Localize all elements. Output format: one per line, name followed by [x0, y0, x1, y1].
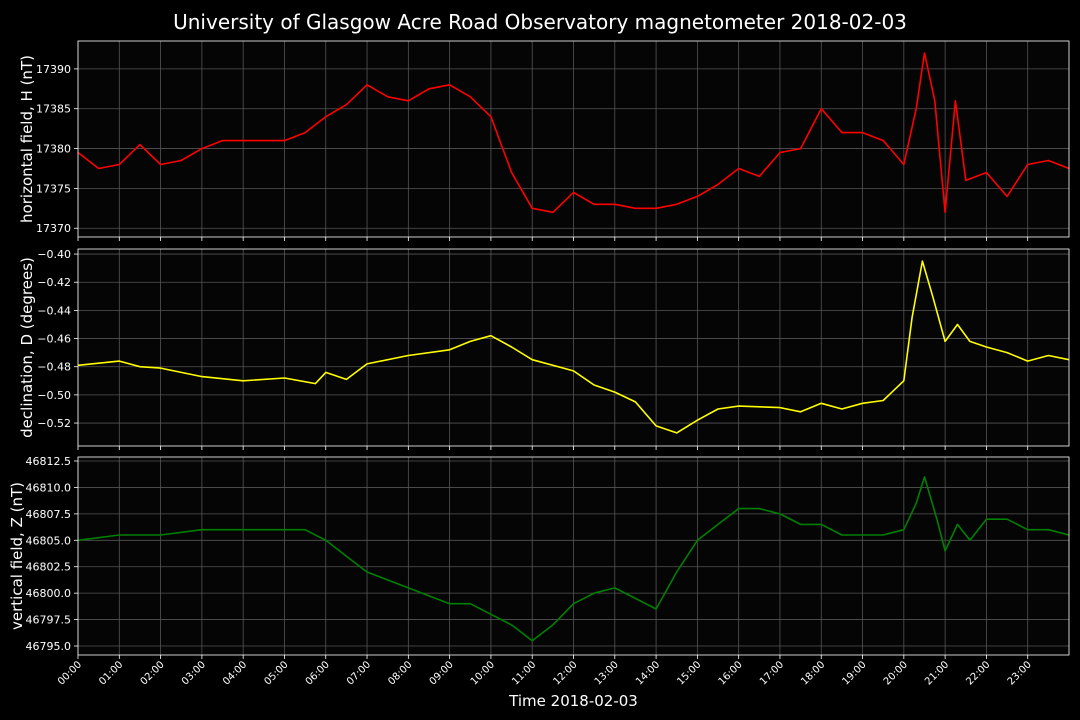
y-axis-label: horizontal field, H (nT) — [18, 55, 36, 223]
y-tick-label: −0.44 — [37, 304, 71, 317]
y-tick-label: 46805.0 — [26, 534, 72, 547]
plot-frame — [77, 248, 1070, 447]
data-line — [77, 476, 1070, 642]
y-tick-label: 17390 — [36, 63, 71, 76]
y-tick-label: 17380 — [36, 143, 71, 156]
y-tick-label: 17385 — [36, 103, 71, 116]
y-tick-label: −0.46 — [37, 333, 71, 346]
y-tick-label: −0.52 — [37, 417, 71, 430]
y-axis-label: declination, D (degrees) — [18, 257, 36, 438]
y-tick-label: 46802.5 — [26, 561, 72, 574]
y-tick-label: 46807.5 — [26, 508, 72, 521]
y-tick-label: 46800.0 — [26, 587, 72, 600]
y-tick-label: 46812.5 — [26, 455, 72, 468]
y-tick-label: 46810.0 — [26, 481, 72, 494]
data-line — [77, 52, 1070, 214]
y-tick-label: 17370 — [36, 222, 71, 235]
y-tick-label: −0.50 — [37, 389, 71, 402]
y-tick-label: −0.48 — [37, 361, 71, 374]
x-axis-label: Time 2018-02-03 — [508, 692, 638, 710]
y-tick-label: 17375 — [36, 182, 71, 195]
y-tick-label: −0.42 — [37, 276, 71, 289]
plot-frame — [77, 40, 1070, 238]
y-tick-label: 46797.5 — [26, 614, 72, 627]
y-tick-label: 46795.0 — [26, 640, 72, 653]
plot-frame — [77, 456, 1070, 656]
figure-title: University of Glasgow Acre Road Observat… — [173, 10, 907, 34]
y-axis-label: vertical field, Z (nT) — [8, 482, 26, 630]
y-tick-label: −0.40 — [37, 248, 71, 261]
data-line — [77, 260, 1070, 434]
